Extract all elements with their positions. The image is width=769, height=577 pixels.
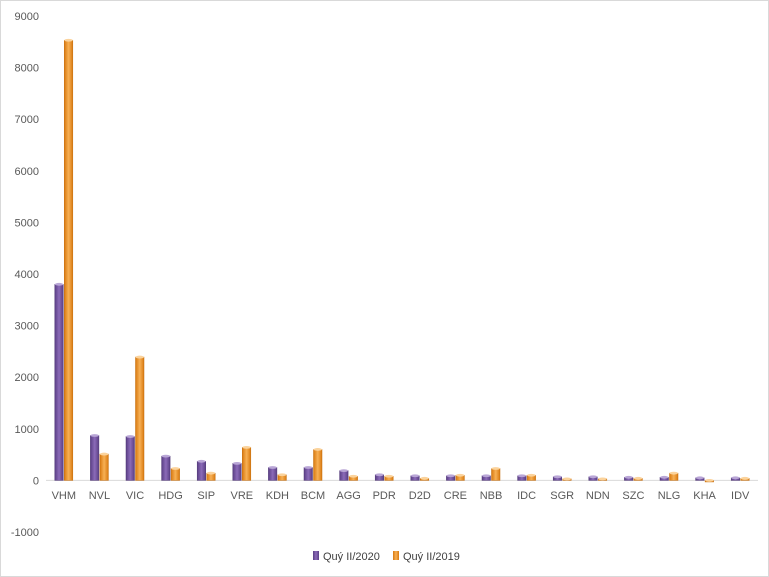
bar-cap bbox=[126, 435, 135, 438]
legend: Quý II/2020 Quý II/2019 bbox=[313, 551, 460, 563]
bar-cap bbox=[339, 469, 349, 472]
bar-cap bbox=[624, 475, 633, 479]
bar-cap bbox=[527, 473, 536, 477]
x-tick-label: IDC bbox=[517, 490, 536, 502]
bar-cap bbox=[375, 473, 384, 477]
x-tick-label: BCM bbox=[301, 490, 325, 502]
bar-cap bbox=[135, 355, 144, 359]
bar-cap bbox=[517, 474, 527, 478]
bar-vic-series-1 bbox=[125, 436, 135, 481]
x-tick-label: AGG bbox=[336, 490, 360, 502]
bar-cap bbox=[410, 474, 420, 478]
bar-cap bbox=[277, 473, 287, 477]
y-tick-label: 8000 bbox=[15, 63, 39, 75]
x-tick-label: HDG bbox=[158, 490, 182, 502]
bar-cap bbox=[161, 454, 171, 458]
bar-bcm-series-1 bbox=[303, 467, 313, 481]
bar-cap bbox=[99, 452, 109, 456]
bar-hdg-series-2 bbox=[170, 468, 180, 481]
legend-label: Quý II/2020 bbox=[323, 551, 380, 563]
x-tick-label: CRE bbox=[444, 490, 467, 502]
x-tick-label: D2D bbox=[409, 490, 431, 502]
y-axis: -1000 0 1000 2000 3000 4000 5000 6000 7000 8000 90… bbox=[11, 11, 758, 539]
bar-cap bbox=[206, 471, 216, 475]
x-tick-label: SZC bbox=[622, 490, 644, 502]
bar-vre-series-1 bbox=[232, 463, 242, 481]
x-tick-label: VRE bbox=[230, 490, 253, 502]
bar-vic-series-2 bbox=[135, 356, 145, 481]
y-tick-label: 9000 bbox=[15, 11, 39, 23]
x-tick-label: KHA bbox=[693, 490, 716, 502]
bar-vre-series-2 bbox=[242, 447, 252, 481]
x-tick-label: SGR bbox=[550, 490, 574, 502]
bar-cap bbox=[598, 477, 607, 481]
legend-swatch bbox=[393, 551, 399, 560]
x-tick-label: NDN bbox=[586, 490, 610, 502]
bar-cap bbox=[491, 467, 500, 470]
bar-cap bbox=[731, 476, 740, 480]
y-tick-label: 2000 bbox=[15, 372, 39, 384]
bar-cap bbox=[90, 434, 99, 437]
y-tick-label: 4000 bbox=[15, 269, 39, 281]
bar-cap bbox=[562, 477, 572, 481]
x-tick-label: NLG bbox=[658, 490, 681, 502]
bar-kdh-series-1 bbox=[268, 467, 278, 481]
bar-cap bbox=[669, 471, 678, 475]
bar-cap bbox=[304, 466, 313, 469]
x-tick-label: VIC bbox=[126, 490, 144, 502]
y-tick-label: 1000 bbox=[15, 424, 39, 436]
bar-cap bbox=[171, 467, 180, 470]
bar-cap bbox=[420, 476, 429, 480]
x-tick-label: PDR bbox=[373, 490, 396, 502]
bar-cap bbox=[446, 474, 455, 478]
bar-nvl-series-1 bbox=[90, 435, 100, 481]
bar-cap bbox=[740, 476, 750, 480]
y-tick-label: 6000 bbox=[15, 166, 39, 178]
bar-cap bbox=[553, 475, 562, 479]
bar-cap bbox=[268, 466, 277, 469]
y-tick-label: 7000 bbox=[15, 114, 39, 126]
bar-cap bbox=[349, 474, 358, 478]
bar-sip-series-1 bbox=[196, 461, 206, 481]
y-tick-label: 5000 bbox=[15, 217, 39, 229]
x-axis: VHM NVL VIC HDG SIP VRE KDH BCM AGG PDR D2D CRE NBB I… bbox=[52, 490, 750, 502]
bar-vhm-series-2 bbox=[64, 40, 74, 481]
y-tick-label: 3000 bbox=[15, 321, 39, 333]
bar-cap bbox=[242, 445, 251, 449]
bar-agg-series-1 bbox=[339, 470, 349, 481]
bar-cap bbox=[64, 38, 73, 42]
bar-hdg-series-1 bbox=[161, 455, 171, 481]
bar-nvl-series-2 bbox=[99, 453, 109, 481]
bar-cap bbox=[232, 461, 242, 465]
bar-cap bbox=[633, 476, 643, 480]
x-tick-label: SIP bbox=[197, 490, 215, 502]
bar-cap bbox=[660, 475, 669, 479]
bar-bcm-series-2 bbox=[313, 449, 323, 481]
x-tick-label: NBB bbox=[480, 490, 503, 502]
x-tick-label: NVL bbox=[89, 490, 110, 502]
bar-cap bbox=[197, 459, 206, 463]
x-tick-label: KDH bbox=[266, 490, 289, 502]
bar-cap bbox=[695, 476, 705, 480]
bar-cap bbox=[313, 448, 322, 451]
bar-cap bbox=[455, 473, 465, 477]
bars bbox=[54, 38, 750, 483]
bar-cap bbox=[54, 282, 64, 286]
bar-cap bbox=[482, 474, 491, 478]
bar-cap bbox=[588, 475, 598, 479]
y-tick-label: 0 bbox=[33, 475, 39, 487]
bar-cap bbox=[384, 474, 394, 478]
bar-cap bbox=[705, 479, 714, 482]
x-tick-label: VHM bbox=[52, 490, 76, 502]
x-tick-label: IDV bbox=[731, 490, 750, 502]
legend-swatch bbox=[313, 551, 319, 560]
bar-vhm-series-1 bbox=[54, 284, 64, 481]
legend-label: Quý II/2019 bbox=[403, 551, 460, 563]
y-tick-label: -1000 bbox=[11, 527, 39, 539]
bar-nbb-series-2 bbox=[491, 468, 501, 481]
